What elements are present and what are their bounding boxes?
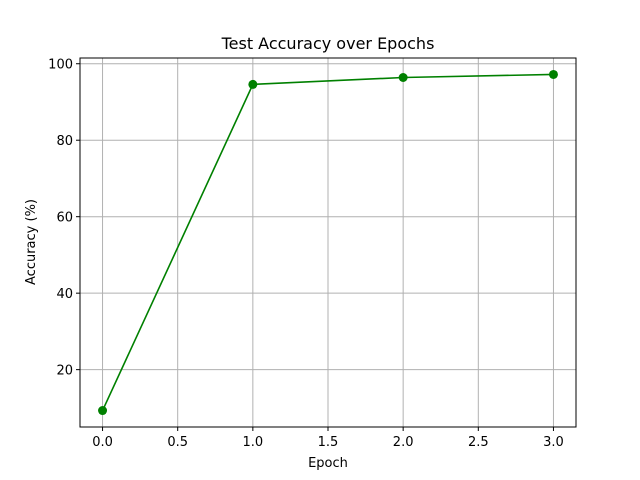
y-tick-label: 40: [56, 287, 73, 302]
data-point: [398, 73, 408, 83]
x-tick-label: 0.0: [92, 435, 113, 450]
data-point: [248, 79, 258, 89]
chart-title: Test Accuracy over Epochs: [221, 34, 435, 53]
ticks: 0.0 0.5 1.0 1.5 2.0 2.5 3.0 20 40 60 80 100: [48, 58, 564, 450]
x-axis-label: Epoch: [308, 456, 348, 471]
x-tick-label: 2.5: [468, 435, 489, 450]
grid: [80, 58, 576, 427]
y-tick-label: 100: [48, 58, 73, 73]
x-tick-label: 1.5: [318, 435, 339, 450]
y-tick-label: 60: [56, 211, 73, 226]
series-layer: [98, 69, 558, 416]
x-tick-label: 0.5: [167, 435, 188, 450]
y-tick-label: 80: [56, 134, 73, 149]
data-point: [548, 69, 558, 79]
data-point: [98, 406, 108, 416]
series-line: [101, 73, 554, 411]
y-axis-label: Accuracy (%): [24, 199, 39, 285]
x-tick-label: 2.0: [393, 435, 414, 450]
x-tick-label: 1.0: [243, 435, 264, 450]
y-tick-label: 20: [56, 364, 73, 379]
x-tick-label: 3.0: [543, 435, 564, 450]
